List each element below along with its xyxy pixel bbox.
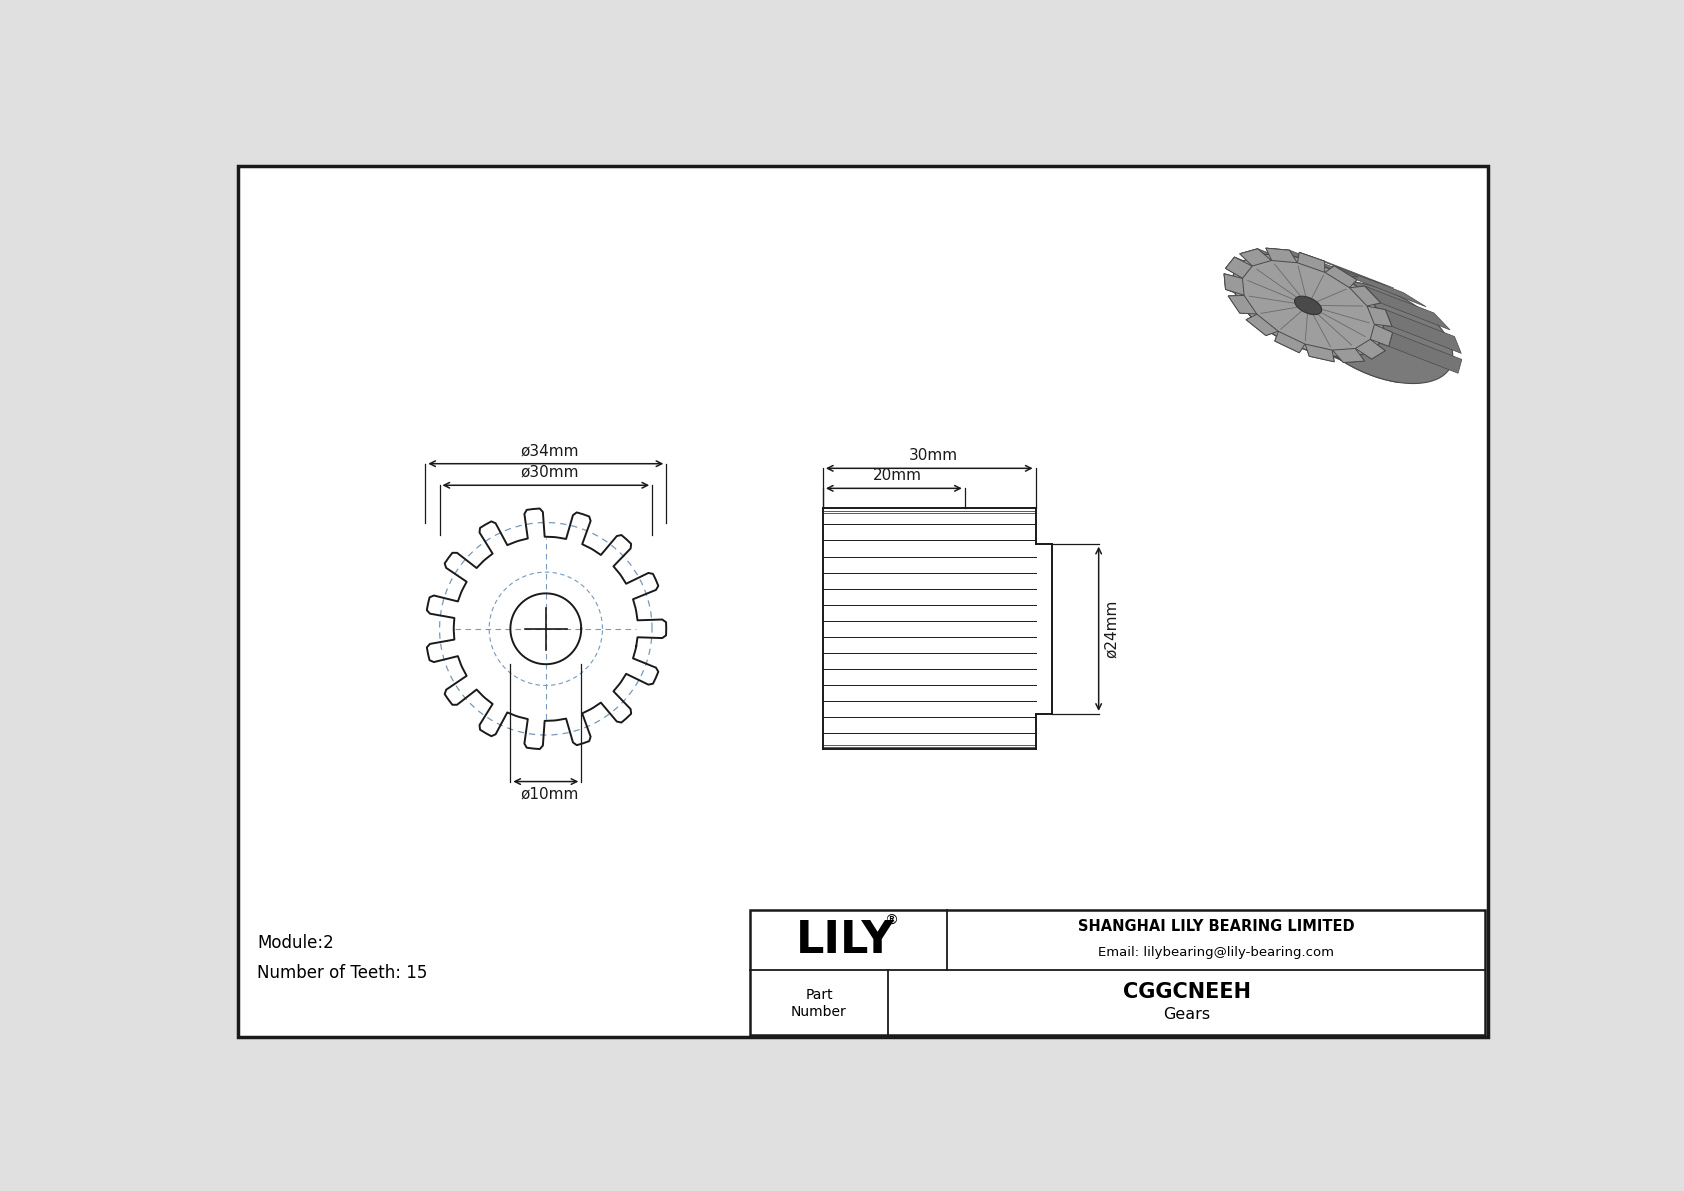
Polygon shape bbox=[1371, 324, 1393, 347]
Text: 20mm: 20mm bbox=[874, 468, 923, 484]
Polygon shape bbox=[1389, 332, 1462, 373]
Polygon shape bbox=[1226, 257, 1253, 279]
Polygon shape bbox=[1356, 339, 1386, 360]
Polygon shape bbox=[1226, 257, 1253, 279]
Polygon shape bbox=[1233, 254, 1399, 382]
Polygon shape bbox=[1297, 252, 1325, 273]
Polygon shape bbox=[1332, 349, 1364, 362]
Polygon shape bbox=[1295, 297, 1322, 314]
Text: SHANGHAI LILY BEARING LIMITED: SHANGHAI LILY BEARING LIMITED bbox=[1078, 919, 1354, 935]
Polygon shape bbox=[1297, 252, 1325, 273]
Polygon shape bbox=[1364, 286, 1450, 330]
Polygon shape bbox=[1302, 281, 1453, 384]
Polygon shape bbox=[1228, 295, 1256, 314]
Polygon shape bbox=[1239, 249, 1327, 281]
Polygon shape bbox=[1334, 266, 1426, 307]
Text: Part: Part bbox=[805, 987, 834, 1002]
Text: CGGCNEEH: CGGCNEEH bbox=[1123, 983, 1251, 1003]
Text: Gears: Gears bbox=[1164, 1008, 1211, 1022]
Polygon shape bbox=[1266, 248, 1297, 263]
Polygon shape bbox=[1332, 349, 1364, 362]
Polygon shape bbox=[1246, 314, 1278, 336]
Polygon shape bbox=[1266, 248, 1297, 263]
Text: ø30mm: ø30mm bbox=[520, 464, 579, 480]
Text: Email: lilybearing@lily-bearing.com: Email: lilybearing@lily-bearing.com bbox=[1098, 946, 1334, 959]
Text: 30mm: 30mm bbox=[909, 448, 958, 463]
Text: Number of Teeth: 15: Number of Teeth: 15 bbox=[258, 964, 428, 983]
Polygon shape bbox=[1246, 314, 1278, 336]
Text: ®: ® bbox=[884, 913, 899, 928]
Polygon shape bbox=[1305, 344, 1334, 362]
Polygon shape bbox=[1367, 306, 1393, 326]
Polygon shape bbox=[1367, 306, 1393, 326]
Bar bbox=[749, 910, 1485, 1035]
Text: ø34mm: ø34mm bbox=[520, 443, 579, 459]
Polygon shape bbox=[1275, 331, 1305, 353]
Polygon shape bbox=[1349, 286, 1381, 306]
Polygon shape bbox=[1224, 274, 1244, 295]
Polygon shape bbox=[1226, 257, 1303, 295]
Polygon shape bbox=[1275, 331, 1305, 353]
Polygon shape bbox=[1386, 310, 1462, 354]
Polygon shape bbox=[1266, 248, 1359, 278]
Text: Number: Number bbox=[791, 1005, 847, 1019]
Polygon shape bbox=[1224, 274, 1295, 317]
Polygon shape bbox=[1239, 249, 1271, 266]
Polygon shape bbox=[1371, 324, 1393, 347]
Polygon shape bbox=[1233, 254, 1384, 356]
Polygon shape bbox=[1300, 252, 1394, 288]
Polygon shape bbox=[1356, 339, 1386, 360]
Polygon shape bbox=[1228, 295, 1256, 314]
Text: Module:2: Module:2 bbox=[258, 934, 333, 952]
Text: LILY: LILY bbox=[797, 918, 894, 961]
Polygon shape bbox=[1224, 274, 1244, 295]
Polygon shape bbox=[1325, 266, 1357, 287]
Text: ø10mm: ø10mm bbox=[520, 787, 579, 802]
Polygon shape bbox=[1305, 344, 1334, 362]
Text: ø24mm: ø24mm bbox=[1105, 599, 1120, 657]
Polygon shape bbox=[1325, 266, 1357, 287]
Polygon shape bbox=[1239, 249, 1271, 266]
Polygon shape bbox=[1349, 286, 1381, 306]
